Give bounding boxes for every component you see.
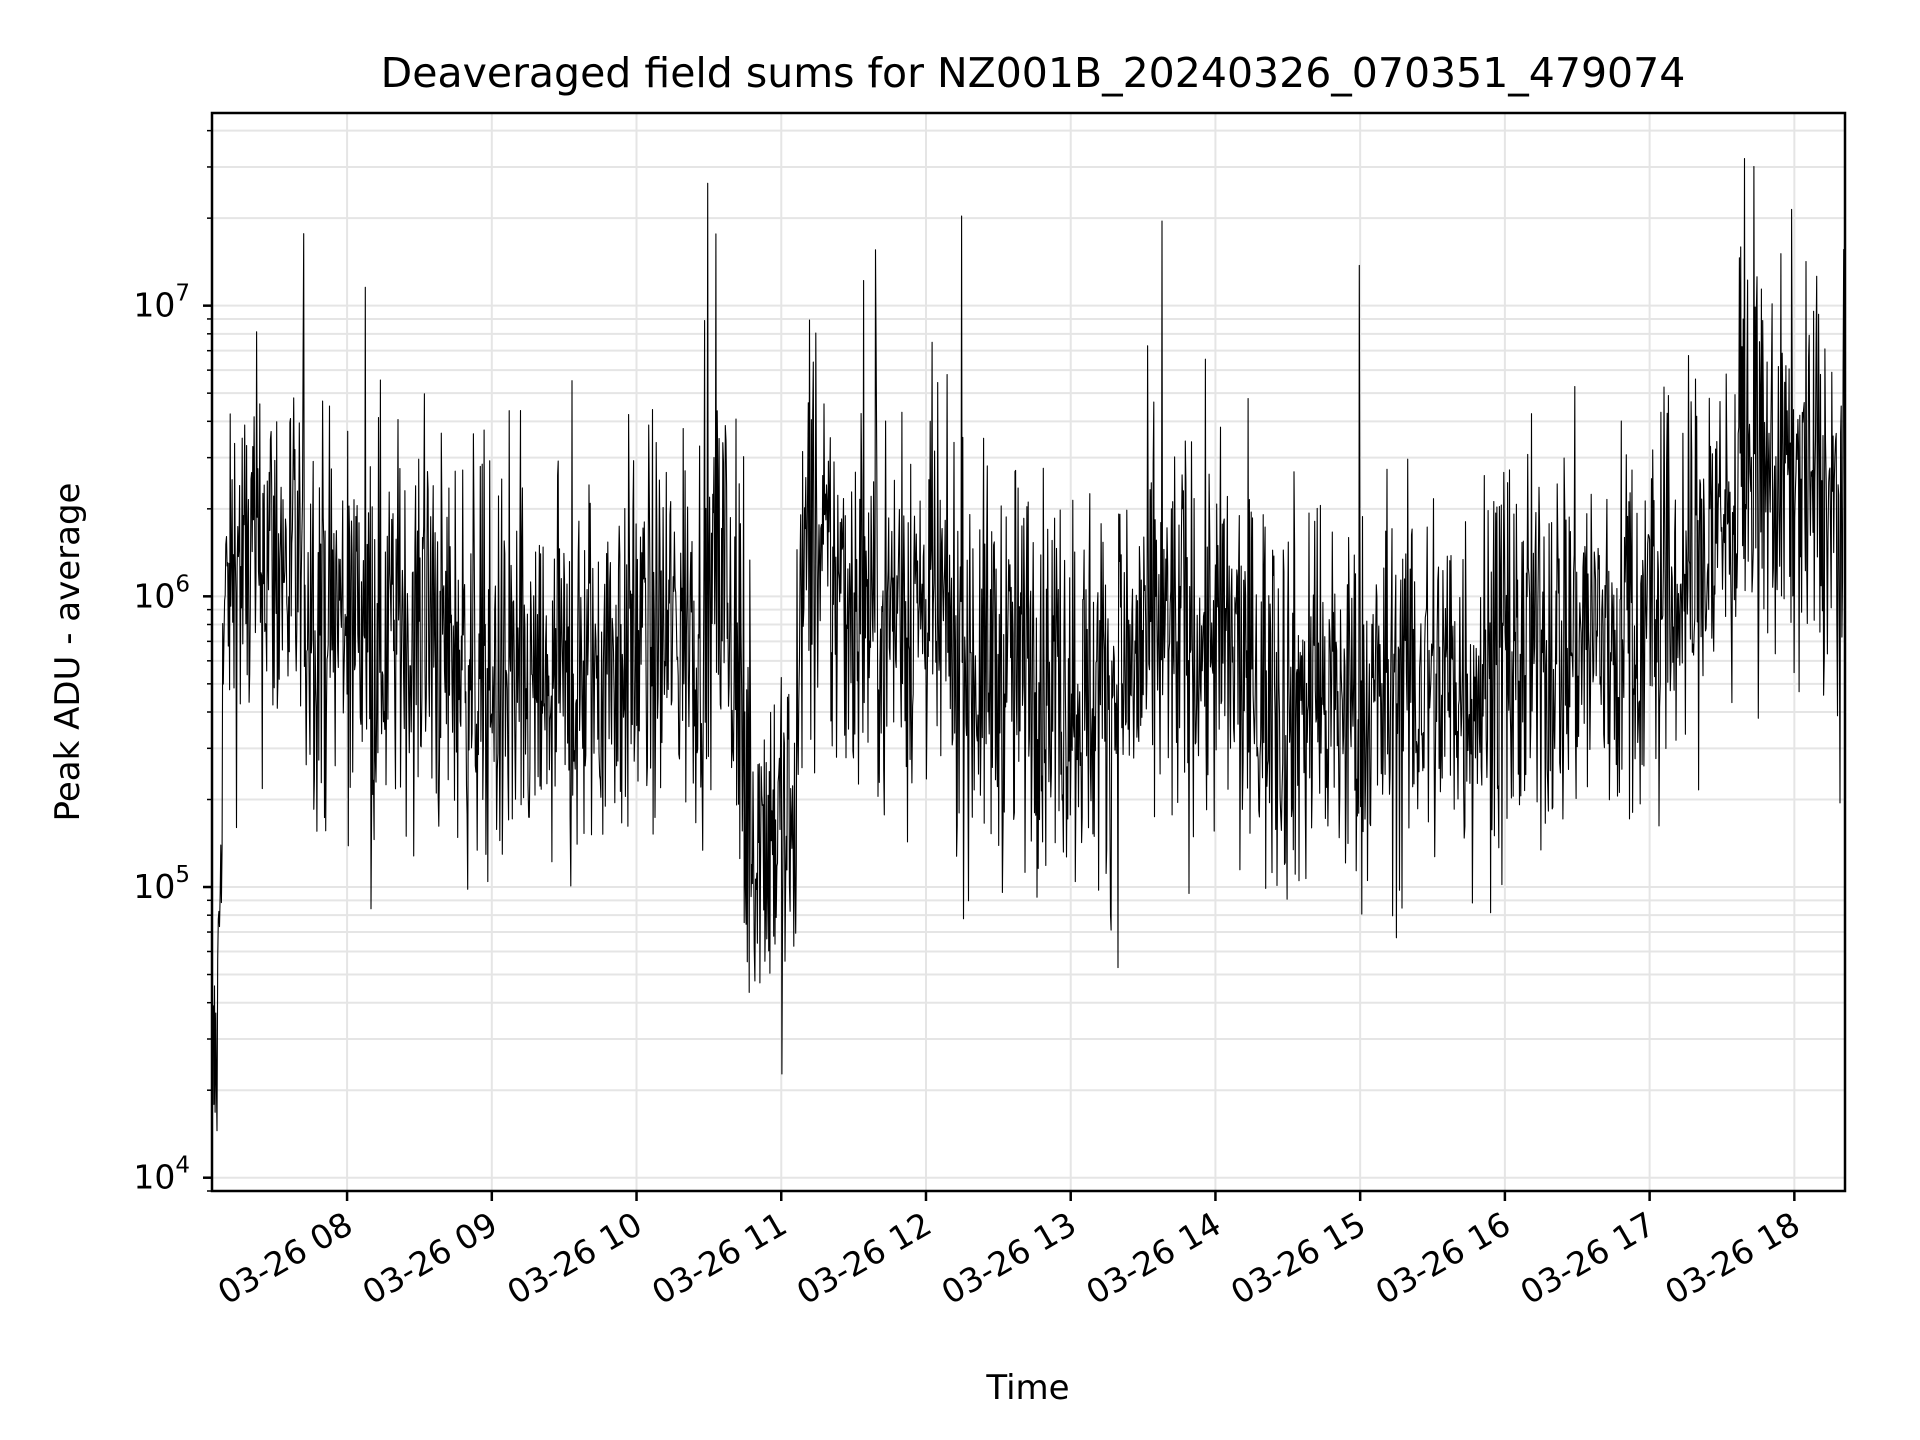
y-axis-label: Peak ADU - average bbox=[48, 483, 88, 822]
chart-title: Deaveraged field sums for NZ001B_2024032… bbox=[381, 49, 1686, 97]
y-tick-label: 105 bbox=[133, 862, 190, 906]
y-tick-label: 106 bbox=[133, 571, 190, 615]
y-tick-label: 107 bbox=[133, 281, 190, 325]
plot-frame bbox=[210, 111, 1847, 1193]
y-tick-label-base: 10 bbox=[133, 286, 175, 325]
x-axis-label: Time bbox=[985, 1368, 1069, 1408]
y-tick-label-exponent: 4 bbox=[175, 1153, 190, 1179]
data-layer bbox=[211, 158, 1846, 1132]
y-tick-label-exponent: 6 bbox=[175, 571, 190, 597]
y-tick-label: 104 bbox=[133, 1153, 190, 1197]
y-tick-label-base: 10 bbox=[133, 1158, 175, 1197]
y-tick-label-base: 10 bbox=[133, 867, 175, 906]
y-tick-label-exponent: 5 bbox=[175, 862, 190, 888]
y-tick-label-base: 10 bbox=[133, 576, 175, 615]
y-tick-label-exponent: 7 bbox=[175, 281, 190, 307]
series-line bbox=[211, 158, 1846, 1132]
